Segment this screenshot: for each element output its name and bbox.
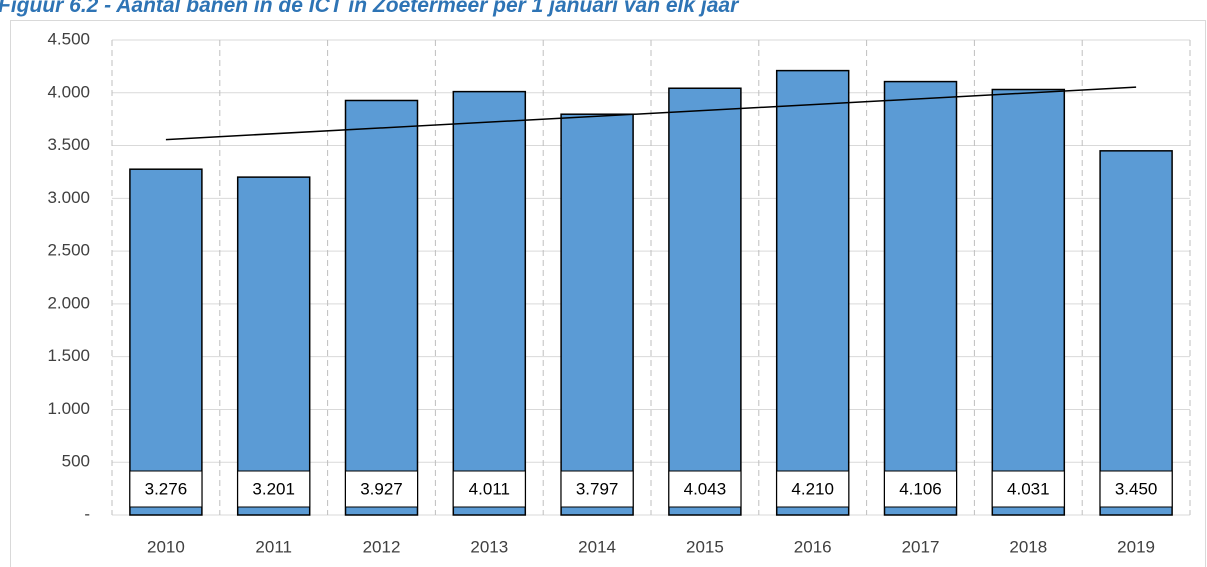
x-tick-label: 2016 [794,537,832,556]
bar [883,80,958,516]
value-label-box [560,470,634,508]
chart-title: Figuur 6.2 - Aantal banen in de ICT in Z… [0,0,740,17]
y-tick-label: 2.500 [47,241,90,260]
y-tick-label: 4.000 [47,82,90,101]
value-label-box [991,470,1065,508]
value-label-box [668,470,742,508]
bar [775,69,850,516]
y-tick-label: 3.000 [47,188,90,207]
value-label: 4.011 [469,479,510,498]
bar [668,87,742,516]
value-label: 3.797 [576,479,619,498]
bar [236,176,311,516]
bar [560,113,634,516]
x-tick-label: 2010 [147,537,185,556]
x-tick-label: 2015 [686,537,724,556]
y-tick-label: 4.500 [47,29,90,48]
bar [1099,150,1173,516]
x-tick-label: 2019 [1117,537,1155,556]
value-label-box [776,470,850,508]
value-label: 3.450 [1115,479,1158,498]
value-label-box [1099,470,1173,508]
x-tick-label: 2018 [1009,537,1047,556]
value-label: 3.276 [145,479,188,498]
x-tick-label: 2011 [255,537,292,556]
y-tick-label: 2.000 [47,293,90,312]
y-tick-label: - [84,504,90,523]
x-tick-label: 2014 [578,537,616,556]
bar [991,88,1066,516]
value-label: 4.031 [1007,479,1050,498]
value-label-box [237,470,311,508]
trend-line [165,86,1137,141]
value-label-box [884,470,957,508]
bar [129,168,203,516]
y-tick-label: 500 [62,452,90,471]
value-label: 4.106 [899,479,942,498]
value-label-box [129,470,203,508]
y-tick-label: 3.500 [47,135,90,154]
value-label-box [345,470,418,508]
y-tick-label: 1.000 [47,399,90,418]
bar [344,99,419,516]
bar [452,90,527,516]
chart-frame [10,20,1206,567]
value-label: 3.201 [252,479,295,498]
value-label: 4.210 [791,479,834,498]
x-tick-label: 2013 [470,537,508,556]
value-label: 4.043 [684,479,727,498]
y-tick-label: 1.500 [47,346,90,365]
x-tick-label: 2012 [363,537,401,556]
value-label-box [452,470,526,508]
x-tick-label: 2017 [902,537,940,556]
value-label: 3.927 [360,479,403,498]
